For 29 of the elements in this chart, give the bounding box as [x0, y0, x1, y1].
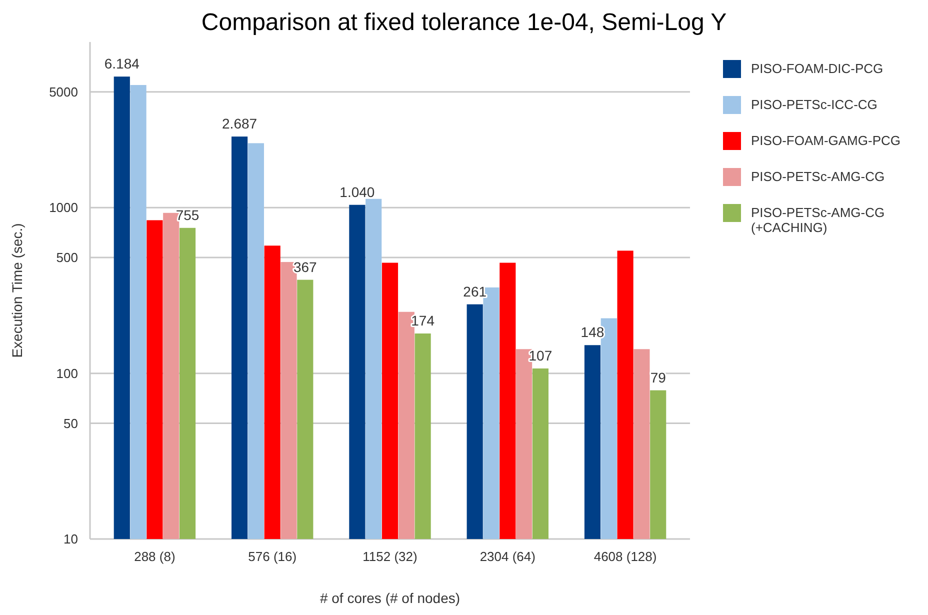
- data-label: 107: [528, 347, 552, 364]
- x-tick-label: 2304 (64): [480, 549, 536, 564]
- y-tick-label: 500: [56, 250, 78, 266]
- data-label: 1.040: [340, 184, 375, 200]
- data-label: 261: [463, 283, 487, 300]
- x-tick-label: 4608 (128): [594, 549, 657, 564]
- x-tick-label: 1152 (32): [362, 549, 418, 564]
- y-axis-title: Execution Time (sec.): [9, 223, 25, 358]
- y-tick-label: 5000: [49, 84, 78, 100]
- legend-label: PISO-FOAM-GAMG-PCG: [751, 133, 900, 148]
- y-tick-label: 50: [64, 416, 78, 431]
- data-label: 6.184: [104, 56, 140, 72]
- y-tick-label: 100: [56, 366, 78, 381]
- legend-label: PISO-PETSc-AMG-CG: [751, 169, 885, 184]
- data-label: 2.687: [222, 116, 258, 132]
- data-label: 79: [650, 369, 666, 386]
- y-tick-label: 1000: [49, 200, 78, 216]
- x-tick-label: 576 (16): [248, 549, 297, 564]
- data-label: 367: [293, 258, 318, 275]
- data-label: 174: [411, 312, 435, 328]
- legend-label: PISO-PETSc-ICC-CG: [751, 97, 878, 112]
- x-axis-title: # of cores (# of nodes): [320, 590, 460, 606]
- x-tick-label: 288 (8): [134, 549, 176, 564]
- y-tick-label: 10: [64, 532, 78, 547]
- data-label: 148: [580, 324, 604, 340]
- legend-label: PISO-PETSc-AMG-CG (+CACHING): [751, 205, 885, 235]
- data-label: 755: [176, 206, 200, 223]
- legend-label: PISO-FOAM-DIC-PCG: [751, 61, 884, 76]
- chart-title: Comparison at fixed tolerance 1e-04, Semi-Log Y: [201, 9, 727, 36]
